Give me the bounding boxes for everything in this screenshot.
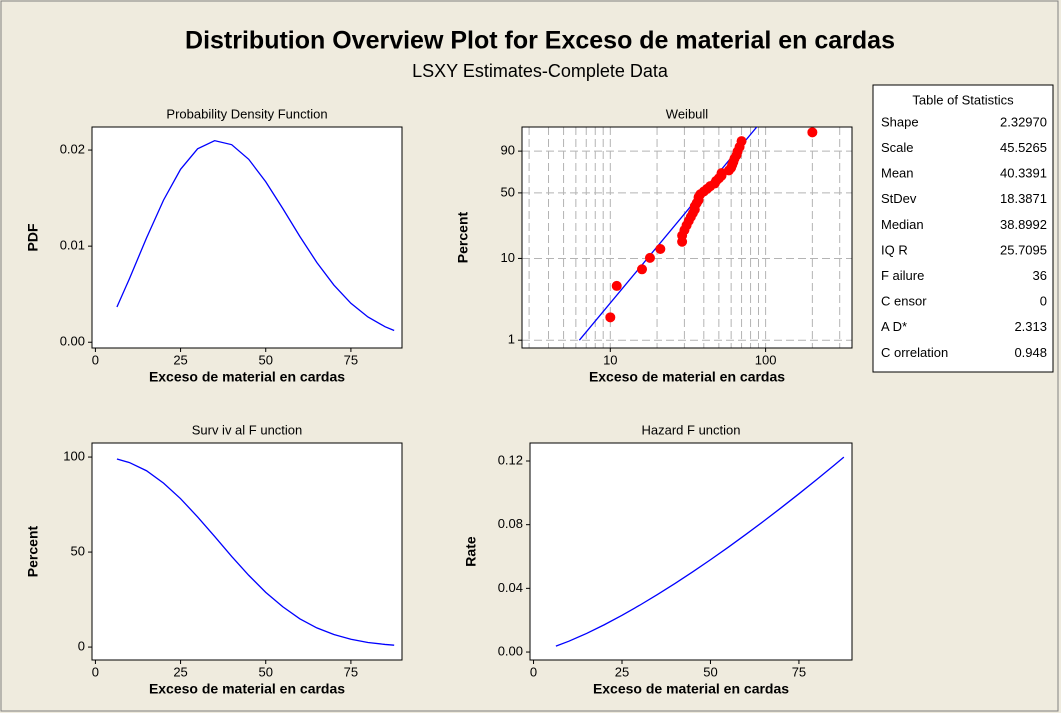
stat-name: A D* (881, 319, 907, 334)
stat-value: 0.948 (1014, 345, 1047, 360)
x-tick-label: 75 (344, 664, 358, 679)
y-tick-label: 0.01 (60, 238, 85, 253)
plot-area (92, 127, 402, 348)
y-tick-label: 0.00 (60, 334, 85, 349)
x-tick-label: 50 (259, 352, 273, 367)
fit-line (578, 127, 758, 341)
x-axis-label: Exceso de material en cardas (593, 681, 789, 697)
point (605, 312, 616, 323)
x-tick-label: 25 (173, 664, 187, 679)
stat-value: 18.3871 (1000, 191, 1047, 206)
x-axis-label: Exceso de material en cardas (149, 369, 345, 385)
point (736, 136, 747, 147)
point (637, 264, 648, 275)
plot-area (522, 127, 852, 348)
curve (116, 458, 395, 646)
x-tick-label: 0 (92, 352, 99, 367)
table-title: Table of Statistics (912, 92, 1014, 107)
x-axis-label: Exceso de material en cardas (149, 681, 345, 697)
y-tick-label: 0.00 (498, 643, 523, 658)
x-tick-label: 25 (615, 664, 629, 679)
plot-border (91, 442, 403, 661)
stat-name: Median (881, 217, 924, 232)
stat-value: 36 (1033, 268, 1047, 283)
subplot-title: Hazard F unction (642, 422, 741, 437)
plot-area (530, 443, 852, 660)
point (807, 127, 818, 138)
y-axis-label: Rate (463, 536, 479, 567)
y-axis-label: PDF (25, 223, 41, 251)
point (655, 243, 666, 254)
y-tick-label: 90 (501, 143, 515, 158)
chart-subtitle: LSXY Estimates-Complete Data (412, 61, 669, 81)
plot-area (92, 443, 402, 660)
subplot-title: Probability Density Function (166, 106, 327, 121)
y-tick-label: 1 (508, 332, 515, 347)
x-tick-label: 50 (703, 664, 717, 679)
x-tick-label: 100 (755, 352, 777, 367)
y-axis-label: Percent (25, 525, 41, 577)
x-tick-label: 25 (173, 352, 187, 367)
x-tick-label: 75 (792, 664, 806, 679)
stat-name: Mean (881, 166, 914, 181)
y-tick-label: 100 (63, 448, 85, 463)
subplot-title: Surv iv al F unction (192, 422, 303, 437)
y-tick-label: 0 (78, 639, 85, 654)
stat-name: F ailure (881, 268, 924, 283)
x-tick-label: 75 (344, 352, 358, 367)
x-tick-label: 10 (603, 352, 617, 367)
y-tick-label: 10 (501, 250, 515, 265)
stat-value: 38.8992 (1000, 217, 1047, 232)
stat-name: C orrelation (881, 345, 948, 360)
stat-value: 2.313 (1014, 319, 1047, 334)
stat-value: 25.7095 (1000, 242, 1047, 257)
curve (555, 456, 845, 647)
plot-border (91, 126, 403, 349)
subplot-title: Weibull (666, 106, 709, 121)
point (611, 280, 622, 291)
y-tick-label: 50 (501, 184, 515, 199)
stat-value: 2.32970 (1000, 114, 1047, 129)
stat-name: Scale (881, 140, 914, 155)
stat-name: StDev (881, 191, 917, 206)
chart-title: Distribution Overview Plot for Exceso de… (185, 27, 895, 55)
y-axis-label: Percent (455, 211, 471, 263)
curve (116, 139, 395, 332)
stat-value: 0 (1040, 294, 1047, 309)
y-tick-label: 0.08 (498, 516, 523, 531)
x-tick-label: 0 (530, 664, 537, 679)
y-tick-label: 0.02 (60, 141, 85, 156)
y-tick-label: 0.04 (498, 580, 523, 595)
plot-border (529, 442, 853, 661)
stat-name: IQ R (881, 242, 908, 257)
stat-value: 45.5265 (1000, 140, 1047, 155)
stat-name: Shape (881, 114, 919, 129)
point (644, 252, 655, 263)
x-tick-label: 50 (259, 664, 273, 679)
y-tick-label: 0.12 (498, 452, 523, 467)
stat-name: C ensor (881, 294, 927, 309)
y-tick-label: 50 (71, 544, 85, 559)
plot-border (521, 126, 853, 349)
stats-table (872, 84, 1054, 373)
x-tick-label: 0 (92, 664, 99, 679)
x-axis-label: Exceso de material en cardas (589, 369, 785, 385)
stat-value: 40.3391 (1000, 166, 1047, 181)
